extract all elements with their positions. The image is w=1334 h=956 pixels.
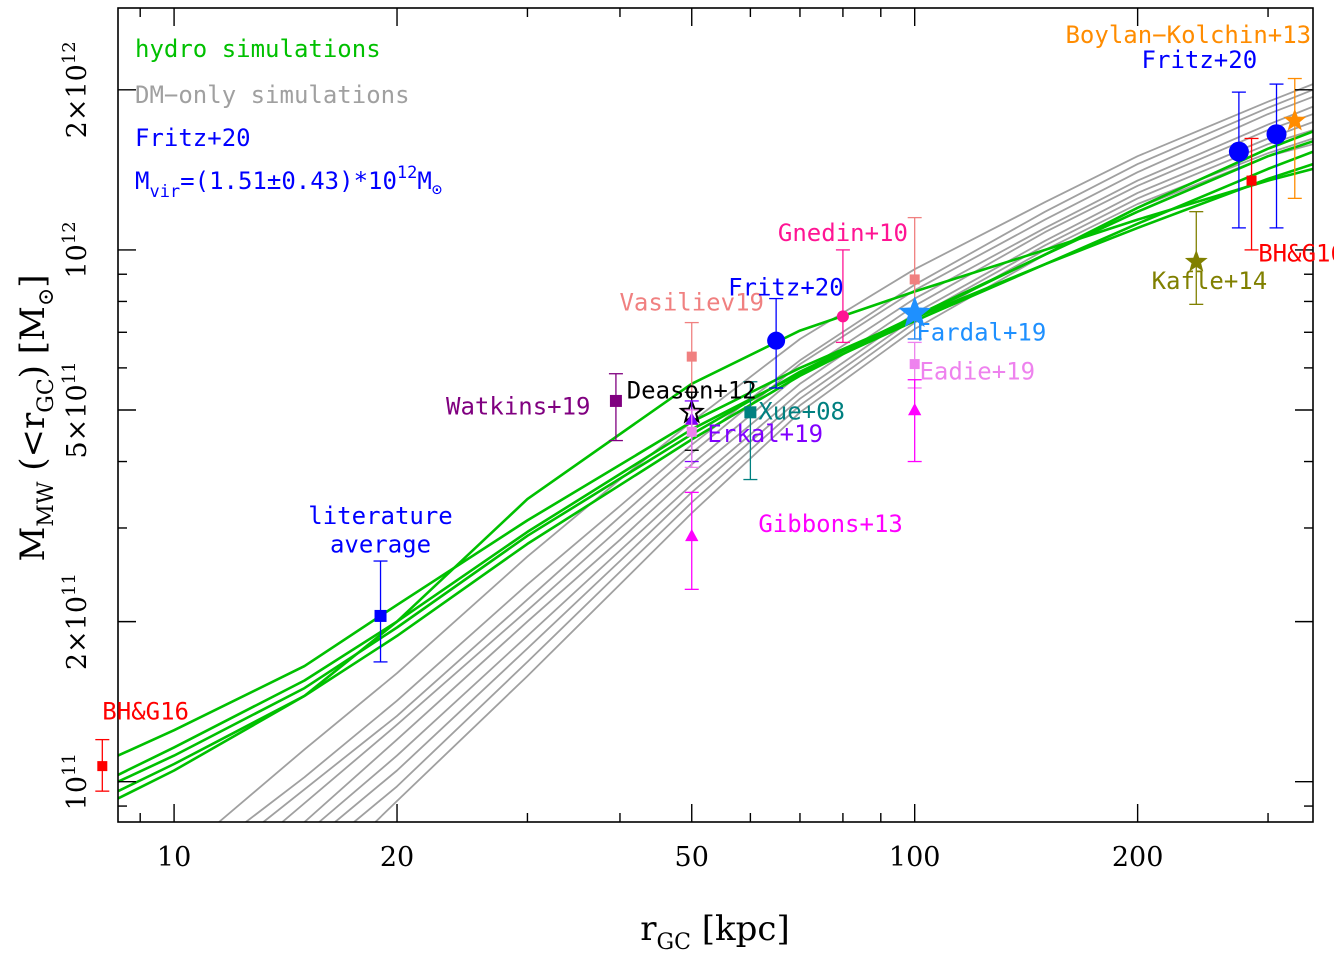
square-marker <box>909 274 920 285</box>
circle-marker <box>836 310 849 323</box>
data-point <box>1283 77 1307 200</box>
point-label: Boylan−Kolchin+13 <box>1065 21 1311 49</box>
dm-curve-6 <box>334 129 1313 822</box>
point-label: Deason+12 <box>627 377 757 405</box>
square-marker <box>686 351 697 362</box>
legend-entry: hydro simulations <box>135 35 381 63</box>
point-label: Watkins+19 <box>446 393 591 421</box>
data-point <box>898 296 931 340</box>
square-marker <box>744 406 757 419</box>
axis-ticks <box>118 8 1313 822</box>
dm-curve-5 <box>318 121 1313 822</box>
plot-frame <box>117 7 1314 823</box>
x-tick-label: 200 <box>1112 842 1164 873</box>
square-marker <box>909 359 920 370</box>
data-point <box>767 297 786 389</box>
x-tick-label: 50 <box>675 842 709 873</box>
hydro-curve-2 <box>118 140 1313 783</box>
point-label: Erkal+19 <box>707 420 823 448</box>
legend-entry: DM−only simulations <box>135 81 410 109</box>
hydro-curve-1 <box>118 150 1313 777</box>
hydro-curve-4 <box>118 167 1313 800</box>
dm-curve-8 <box>374 143 1313 822</box>
point-label: BH&G16 <box>102 697 189 725</box>
data-point <box>743 381 758 481</box>
square-marker <box>374 609 387 622</box>
data-point <box>684 409 699 469</box>
legend-entry: Fritz+20 <box>135 124 251 152</box>
hydro-curve-0 <box>118 162 1313 757</box>
triangle-marker <box>908 402 922 416</box>
point-label: average <box>330 530 431 558</box>
data-point <box>835 249 850 344</box>
legend-entry: Mvir=(1.51±0.43)*1012M⊙ <box>135 163 442 202</box>
point-label: Vasiliev19 <box>619 288 764 316</box>
x-tick-label: 10 <box>157 842 191 873</box>
y-tick-label: 2×1011 <box>59 573 93 670</box>
star-marker <box>1184 249 1208 272</box>
point-label: Xue+08 <box>758 397 845 425</box>
point-label: Fritz+20 <box>728 274 844 302</box>
tick-labels: 10 20 50 100 200 1011 2×1011 5×1011 1012 2×1012 <box>59 41 1163 873</box>
circle-marker <box>767 331 786 350</box>
y-tick-label: 2×1012 <box>59 41 93 138</box>
x-tick-label: 20 <box>380 842 414 873</box>
star-marker <box>898 296 931 327</box>
point-label: BH&G16 <box>1258 240 1334 268</box>
observational-points <box>95 77 1307 792</box>
circle-marker <box>1228 141 1249 162</box>
triangle-marker <box>685 528 699 542</box>
y-axis-label: MMW (<rGC) [M⊙] <box>13 274 59 561</box>
point-label: literature <box>308 502 453 530</box>
point-label: Fritz+20 <box>1142 46 1258 74</box>
circle-marker <box>1266 124 1287 145</box>
square-marker <box>1246 175 1257 186</box>
square-marker <box>686 426 697 437</box>
square-marker <box>97 761 108 772</box>
data-point <box>907 379 922 463</box>
data-point <box>684 491 699 591</box>
dm-curve-4 <box>303 113 1313 822</box>
data-point <box>1244 137 1259 251</box>
point-label: Gnedin+10 <box>778 219 908 247</box>
star-marker <box>1283 108 1307 131</box>
point-label: Kafle+14 <box>1152 267 1268 295</box>
data-point <box>1266 83 1287 229</box>
data-point <box>373 560 388 663</box>
axis-labels: rGC [kpc] MMW (<rGC) [M⊙] <box>13 274 790 955</box>
point-label: Fardal+19 <box>916 319 1046 347</box>
data-point <box>1228 91 1249 229</box>
y-tick-label: 5×1011 <box>59 361 93 458</box>
data-point <box>608 373 623 442</box>
square-marker <box>609 394 622 407</box>
y-tick-label: 1012 <box>59 221 93 278</box>
data-point <box>1184 211 1208 305</box>
x-tick-label: 100 <box>889 842 941 873</box>
y-tick-label: 1011 <box>59 753 93 810</box>
dm-curve-0 <box>218 83 1313 822</box>
point-label: Eadie+19 <box>919 358 1035 386</box>
point-label: Gibbons+13 <box>758 510 903 538</box>
legend: hydro simulations DM−only simulations Frit… <box>135 35 442 202</box>
data-point <box>95 738 110 792</box>
dm-curve-2 <box>262 95 1313 822</box>
x-axis-label: rGC [kpc] <box>640 909 789 955</box>
